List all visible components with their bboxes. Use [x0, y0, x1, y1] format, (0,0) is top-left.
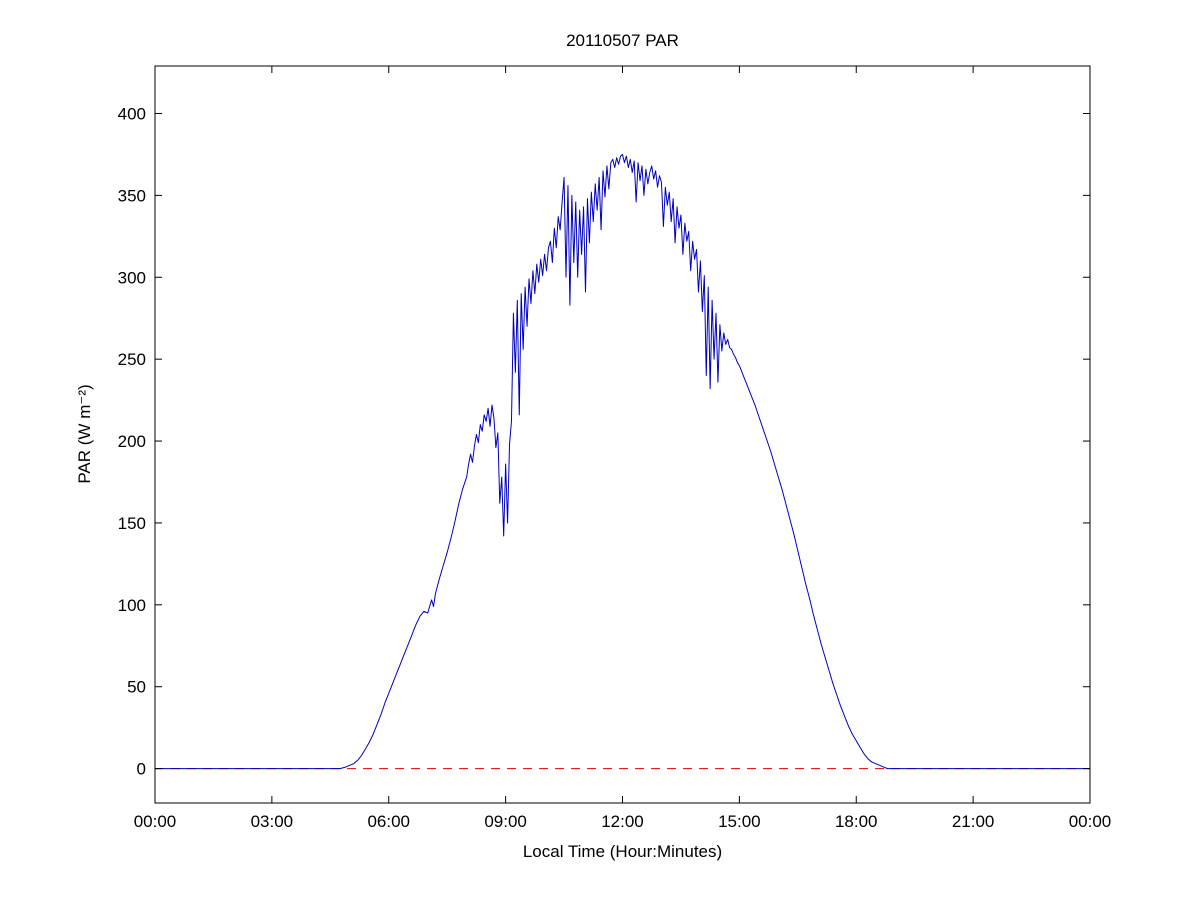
y-tick-label: 150 [118, 514, 146, 533]
x-tick-label: 03:00 [251, 812, 294, 831]
y-tick-label: 250 [118, 350, 146, 369]
x-tick-label: 06:00 [367, 812, 410, 831]
x-tick-label: 12:00 [601, 812, 644, 831]
y-tick-label: 200 [118, 432, 146, 451]
x-axis-label: Local Time (Hour:Minutes) [522, 842, 723, 861]
y-tick-label: 400 [118, 104, 146, 123]
y-tick-label: 350 [118, 186, 146, 205]
y-tick-label: 300 [118, 268, 146, 287]
x-tick-label: 15:00 [718, 812, 761, 831]
x-tick-label: 00:00 [1069, 812, 1112, 831]
y-tick-label: 100 [118, 596, 146, 615]
chart-title: 20110507 PAR [566, 31, 679, 50]
axes-box [154, 65, 1091, 804]
x-tick-label: 00:00 [134, 812, 177, 831]
y-tick-label: 50 [127, 678, 146, 697]
x-tick-label: 21:00 [952, 812, 995, 831]
x-tick-label: 18:00 [835, 812, 878, 831]
y-tick-label: 0 [137, 760, 146, 779]
par-series-line [155, 153, 1090, 770]
x-tick-label: 09:00 [484, 812, 527, 831]
